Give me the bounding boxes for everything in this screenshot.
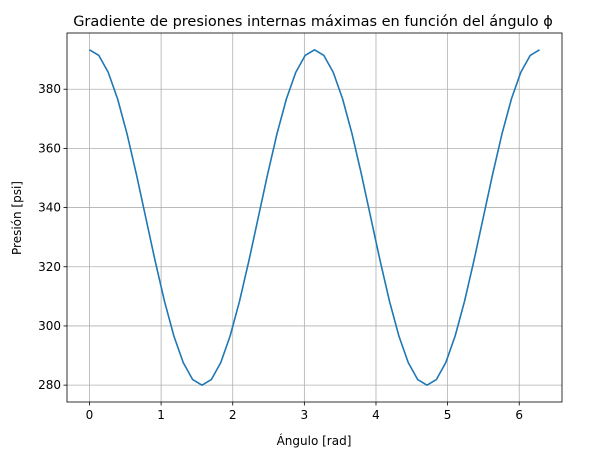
- series-layer: [89, 49, 540, 386]
- plot-frame: [66, 32, 563, 403]
- x-tick-label: 1: [157, 408, 165, 422]
- x-axis: 0 1 2 3 4 5 6: [86, 402, 523, 422]
- y-tick-label: 340: [38, 201, 61, 215]
- x-tick-label: 6: [515, 408, 523, 422]
- y-tick-label: 280: [38, 378, 61, 392]
- x-tick-label: 2: [229, 408, 237, 422]
- y-tick-label: 320: [38, 260, 61, 274]
- y-axis: 280 300 320 340 360 380: [38, 82, 67, 392]
- x-tick-label: 4: [372, 408, 380, 422]
- x-tick-label: 0: [86, 408, 94, 422]
- chart-title: Gradiente de presiones internas máximas …: [73, 14, 553, 30]
- x-tick-label: 5: [444, 408, 452, 422]
- series-line: [89, 49, 540, 386]
- x-axis-label: Ángulo [rad]: [277, 433, 352, 448]
- y-tick-label: 360: [38, 141, 61, 155]
- y-tick-label: 380: [38, 82, 61, 96]
- x-tick-label: 3: [301, 408, 309, 422]
- grid: [67, 33, 562, 402]
- y-axis-label: Presión [psi]: [10, 181, 24, 255]
- y-tick-label: 300: [38, 319, 61, 333]
